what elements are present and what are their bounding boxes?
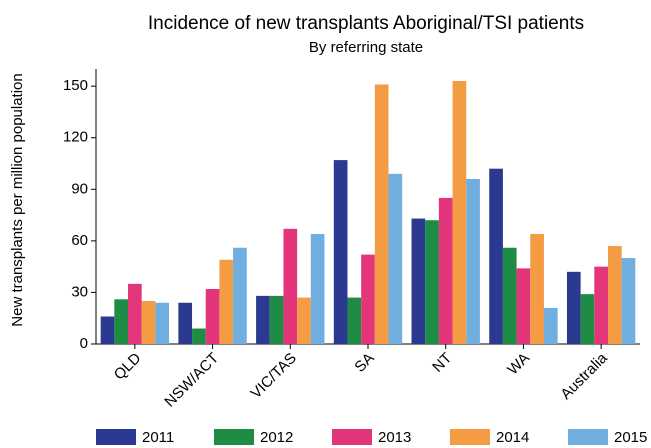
legend-swatch (96, 429, 136, 445)
bar (283, 228, 298, 344)
x-tick-label: QLD (111, 349, 145, 383)
x-tick-label: VIC/TAS (247, 350, 299, 402)
bar (466, 179, 480, 344)
legend-swatch (332, 429, 372, 445)
legend-swatch (568, 429, 608, 445)
bar (333, 160, 348, 344)
y-tick-label: 60 (71, 232, 88, 249)
legend-label: 2012 (260, 429, 293, 446)
y-tick-label: 150 (63, 77, 88, 94)
legend-label: 2014 (496, 429, 529, 446)
x-tick-label: SA (351, 350, 377, 376)
bar (128, 283, 142, 344)
bar (489, 168, 503, 344)
legend-swatch (450, 429, 490, 445)
bar (347, 297, 362, 344)
bar (411, 218, 426, 344)
y-tick-label: 30 (71, 283, 88, 300)
bar (374, 84, 389, 344)
x-tick-label: WA (504, 350, 533, 379)
legend-label: 2011 (142, 429, 174, 446)
bar (269, 295, 284, 344)
y-tick-label: 90 (71, 180, 88, 197)
bar (114, 299, 129, 344)
bar (566, 271, 581, 344)
x-tick-label: NT (429, 350, 455, 376)
bar (256, 295, 270, 344)
bar (205, 289, 220, 344)
bar (621, 258, 636, 344)
legend-swatch (214, 429, 254, 445)
bar (100, 316, 115, 344)
chart-title: Incidence of new transplants Aboriginal/… (148, 13, 584, 34)
bar (155, 302, 170, 344)
legend-label: 2013 (378, 429, 411, 446)
bar (580, 294, 595, 344)
bar (543, 307, 558, 344)
bar (192, 328, 206, 344)
legend-label: 2015 (614, 429, 647, 446)
bar (388, 173, 403, 344)
bar (502, 247, 517, 344)
y-axis-label: New transplants per million population (9, 73, 26, 326)
bar (141, 301, 156, 344)
bar (438, 197, 453, 344)
chart-subtitle: By referring state (309, 39, 423, 56)
bar (310, 234, 325, 344)
bar (178, 302, 193, 344)
bar (425, 220, 439, 344)
y-tick-label: 0 (80, 335, 88, 352)
bar (516, 268, 531, 344)
x-tick-label: Australia (557, 349, 611, 403)
bar (452, 81, 467, 344)
bar (594, 266, 608, 344)
bar (530, 234, 544, 344)
bar (297, 297, 311, 344)
bar (233, 247, 247, 344)
bar (361, 254, 375, 344)
bar (219, 259, 234, 344)
bar (607, 246, 622, 344)
y-tick-label: 120 (63, 129, 88, 146)
x-tick-label: NSW/ACT (161, 350, 222, 411)
